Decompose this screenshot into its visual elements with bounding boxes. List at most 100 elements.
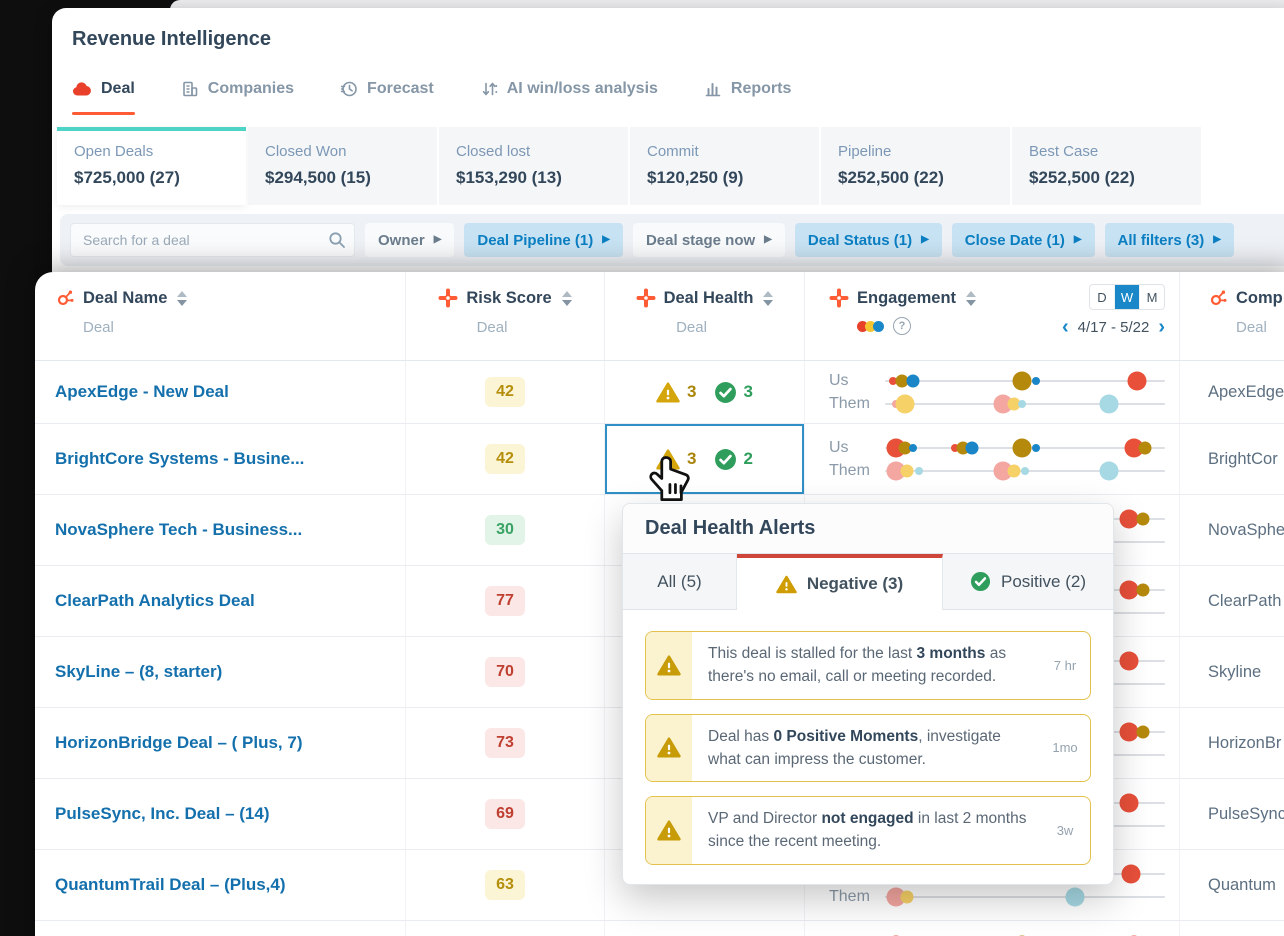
sort-toggle[interactable] — [561, 290, 572, 306]
kpi-value: $153,290 (13) — [456, 168, 562, 187]
engagement-dot — [889, 376, 898, 385]
risk-score-cell: 73 — [406, 708, 605, 778]
kpi-label: Open Deals — [74, 143, 154, 160]
filter-button[interactable]: Deal Status (1) ▶ — [794, 223, 942, 257]
filter-buttons: Owner ▶ Deal Pipeline (1) ▶ Deal stage n… — [365, 223, 1234, 257]
search-input[interactable] — [70, 223, 355, 257]
sort-toggle[interactable] — [763, 290, 774, 306]
deal-health-cell[interactable]: 3 2 — [605, 424, 805, 494]
engagement-dot — [909, 443, 917, 452]
check-icon — [714, 381, 736, 403]
deal-name-cell: BrightCore Systems - Busine... — [35, 424, 406, 494]
alert-card[interactable]: VP and Director not engaged in last 2 mo… — [645, 796, 1091, 865]
kpi-card[interactable]: Commit $120,250 (9) — [630, 127, 819, 205]
tab-companies[interactable]: Companies — [181, 80, 294, 102]
deal-health-cell[interactable]: 3 3 — [605, 361, 805, 423]
kpi-value: $294,500 (15) — [265, 168, 371, 187]
filter-button[interactable]: Owner ▶ — [365, 223, 455, 257]
company-cell: BrightCor — [1208, 449, 1278, 468]
deal-link[interactable]: SkyLine – (8, starter) — [55, 662, 223, 681]
column-header-deal-health[interactable]: Deal Health Deal — [605, 272, 805, 360]
engagement-dot — [1065, 887, 1085, 906]
tab-ai-winloss[interactable]: AI win/loss analysis — [480, 80, 658, 102]
alert-text: Deal has 0 Positive Moments, investigate… — [708, 727, 1001, 768]
engagement-dot — [900, 890, 914, 903]
engagement-dot — [1012, 371, 1032, 390]
alert-icon-zone — [646, 632, 692, 699]
column-title: Deal Health — [663, 288, 754, 307]
engagement-dot — [895, 394, 915, 413]
deal-health-cell[interactable] — [605, 850, 805, 920]
deal-icon — [73, 82, 91, 96]
deal-link[interactable]: ClearPath Analytics Deal — [55, 591, 255, 610]
deal-name-cell: NovaSphere Tech - Business... — [35, 495, 406, 565]
deal-link[interactable]: BrightCore Systems - Busine... — [55, 449, 305, 468]
sort-toggle[interactable] — [177, 290, 188, 306]
filter-label: All filters (3) — [1117, 231, 1205, 249]
legend-dot — [873, 320, 884, 332]
filter-button[interactable]: All filters (3) ▶ — [1104, 223, 1234, 257]
help-icon[interactable]: ? — [893, 317, 911, 335]
column-subtitle: Deal — [676, 319, 707, 336]
tab-forecast[interactable]: Forecast — [340, 80, 434, 102]
engagement-dot — [895, 374, 909, 387]
alerts-tab-negative[interactable]: Negative (3) — [737, 554, 943, 610]
popover-tabs: All (5) Negative (3) Positive (2) — [623, 554, 1113, 610]
column-header-company[interactable]: Comp Deal — [1180, 272, 1284, 360]
filter-button[interactable]: Deal stage now ▶ — [632, 223, 785, 257]
period-option-W[interactable]: W — [1114, 285, 1139, 309]
prev-week-chevron[interactable]: ‹ — [1061, 316, 1069, 338]
engagement-dot — [1099, 394, 1119, 413]
date-range-nav: ‹ 4/17 - 5/22 › — [1062, 317, 1165, 337]
tab-label: AI win/loss analysis — [506, 80, 658, 97]
kpi-card[interactable]: Closed Won $294,500 (15) — [248, 127, 437, 205]
filter-button[interactable]: Deal Pipeline (1) ▶ — [464, 223, 623, 257]
table-row: BrightCore Systems - Busine... 42 3 2 Us… — [35, 424, 1284, 495]
tab-deal[interactable]: Deal — [72, 80, 135, 115]
column-header-risk-score[interactable]: Risk Score Deal — [406, 272, 605, 360]
tab-label: Negative (3) — [806, 574, 904, 593]
deal-health-cell[interactable] — [605, 921, 805, 936]
chevron-right-icon: ▶ — [433, 234, 442, 245]
kpi-label: Best Case — [1029, 143, 1099, 160]
deal-link[interactable]: HorizonBridge Deal – ( Plus, 7) — [55, 733, 303, 752]
us-line: Us — [829, 436, 1179, 459]
deal-link[interactable]: PulseSync, Inc. Deal – (14) — [55, 804, 270, 823]
kpi-card[interactable]: Pipeline $252,500 (22) — [821, 127, 1010, 205]
deal-link[interactable]: NovaSphere Tech - Business... — [55, 520, 303, 539]
column-header-deal-name[interactable]: Deal Name Deal — [35, 272, 406, 360]
tab-reports[interactable]: Reports — [704, 80, 791, 102]
risk-score-cell: 77 — [406, 566, 605, 636]
them-track — [885, 392, 1165, 415]
chevron-right-icon: ▶ — [602, 234, 610, 245]
kpi-card[interactable]: Best Case $252,500 (22) — [1012, 127, 1201, 205]
risk-score-cell: 42 — [406, 361, 605, 423]
warning-icon — [656, 449, 680, 469]
column-title: Engagement — [857, 288, 957, 307]
period-option-M[interactable]: M — [1139, 285, 1164, 309]
kpi-card[interactable]: Open Deals $725,000 (27) — [57, 127, 246, 205]
deal-link[interactable]: QuantumTrail Deal – (Plus,4) — [55, 875, 286, 894]
period-option-D[interactable]: D — [1097, 289, 1107, 305]
filter-bar: Owner ▶ Deal Pipeline (1) ▶ Deal stage n… — [60, 214, 1284, 266]
risk-score-cell: 42 — [406, 424, 605, 494]
kpi-card[interactable]: Closed lost $153,290 (13) — [439, 127, 628, 205]
sort-toggle[interactable] — [966, 290, 977, 306]
deal-link[interactable]: ApexEdge - New Deal — [55, 382, 229, 401]
chevron-right-icon: ▶ — [1213, 234, 1221, 245]
risk-score-cell: 69 — [406, 779, 605, 849]
alerts-tab-positive[interactable]: Positive (2) — [943, 554, 1113, 609]
kpi-cards: Open Deals $725,000 (27) Closed Won $294… — [57, 127, 1203, 205]
risk-score-cell: 63 — [406, 850, 605, 920]
alerts-tab-all[interactable]: All (5) — [623, 554, 737, 609]
sprocket-icon — [1210, 290, 1227, 306]
warning-icon — [657, 655, 681, 676]
alert-card[interactable]: Deal has 0 Positive Moments, investigate… — [645, 713, 1091, 782]
company-cell: NovaSphe — [1208, 520, 1284, 539]
risk-score-badge: 69 — [485, 799, 525, 829]
alert-card[interactable]: This deal is stalled for the last 3 mont… — [645, 631, 1091, 700]
filter-button[interactable]: Close Date (1) ▶ — [951, 223, 1095, 257]
next-week-chevron[interactable]: › — [1158, 316, 1165, 338]
